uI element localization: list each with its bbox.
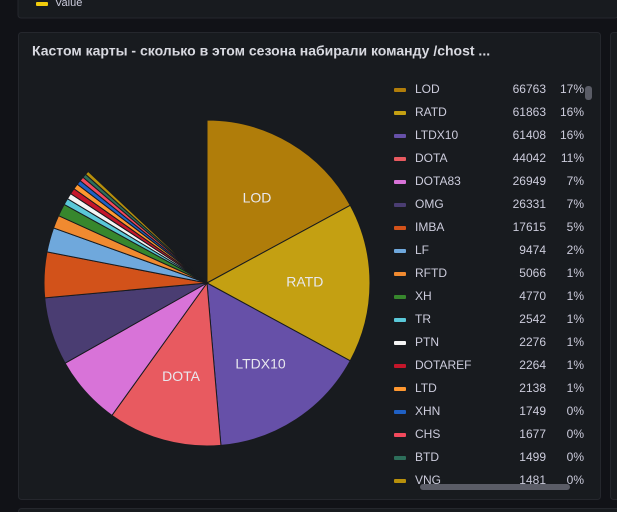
legend-swatch	[394, 134, 406, 138]
legend-label: XH	[415, 289, 432, 303]
panel-title: Кастом карты - сколько в этом сезона наб…	[32, 43, 490, 59]
legend-value: 26331	[513, 197, 547, 211]
legend-percent: 0%	[567, 404, 585, 418]
legend-swatch	[394, 341, 406, 345]
legend-value: 61408	[513, 128, 547, 142]
legend-value: 26949	[513, 174, 547, 188]
pie-slice	[206, 282, 351, 446]
legend-swatch	[394, 203, 406, 207]
pie-slice	[84, 170, 208, 284]
side-panel	[610, 32, 617, 500]
legend-label: DOTA	[415, 151, 447, 165]
legend-percent: 1%	[567, 335, 585, 349]
legend-label: BTD	[415, 450, 439, 464]
legend-swatch	[36, 2, 48, 6]
legend-label: VNG	[415, 473, 441, 487]
scrollbar-h	[420, 484, 570, 490]
legend-percent: 0%	[567, 473, 585, 487]
legend-label: DOTA83	[415, 174, 461, 188]
legend-percent: 1%	[567, 358, 585, 372]
scrollbar	[585, 86, 592, 100]
legend-swatch	[394, 111, 406, 115]
legend-percent: 0%	[567, 450, 585, 464]
legend-swatch	[394, 180, 406, 184]
slice-label: DOTA	[162, 368, 201, 384]
legend-value: 66763	[513, 82, 547, 96]
legend-percent: 1%	[567, 381, 585, 395]
legend-percent: 1%	[567, 312, 585, 326]
legend-swatch	[394, 226, 406, 230]
slice-label: RATD	[286, 274, 323, 290]
legend-swatch	[394, 364, 406, 368]
legend-label: XHN	[415, 404, 440, 418]
legend-value: 5066	[519, 266, 546, 280]
legend-label: LTD	[415, 381, 437, 395]
legend-swatch	[394, 249, 406, 253]
legend-percent: 7%	[567, 197, 585, 211]
legend-label: LTDX10	[415, 128, 458, 142]
pie-slice	[205, 204, 371, 362]
legend-label: IMBA	[415, 220, 444, 234]
legend-swatch	[394, 272, 406, 276]
legend-swatch	[394, 318, 406, 322]
legend-label: RATD	[415, 105, 447, 119]
legend-value: 1677	[519, 427, 546, 441]
legend-percent: 0%	[567, 427, 585, 441]
legend-label: RFTD	[415, 266, 447, 280]
legend-label: PTN	[415, 335, 439, 349]
legend-percent: 11%	[561, 151, 584, 165]
legend-percent: 16%	[560, 128, 584, 142]
legend-value: 2138	[519, 381, 546, 395]
legend-value: 2542	[519, 312, 546, 326]
legend-swatch	[394, 456, 406, 460]
legend-value: 9474	[519, 243, 546, 257]
legend-percent: 7%	[567, 174, 585, 188]
legend-percent: 16%	[560, 105, 584, 119]
slice-label: LOD	[243, 190, 272, 206]
legend-value: 17615	[513, 220, 547, 234]
pie-slice	[111, 281, 222, 447]
top-panel	[17, 0, 617, 19]
legend-value: 4770	[519, 289, 546, 303]
legend-swatch	[394, 387, 406, 391]
legend-label: OMG	[415, 197, 444, 211]
legend-label: LOD	[415, 82, 440, 96]
legend-value: 1749	[519, 404, 546, 418]
legend-percent: 5%	[567, 220, 585, 234]
legend-label: CHS	[415, 427, 440, 441]
legend-percent: 2%	[567, 243, 585, 257]
legend-swatch	[394, 88, 406, 92]
legend-label: Value	[55, 0, 82, 9]
legend-label: LF	[415, 243, 429, 257]
legend-swatch	[394, 157, 406, 161]
legend-swatch	[394, 410, 406, 414]
slice-label: LTDX10	[235, 356, 286, 372]
legend-swatch	[394, 479, 406, 483]
legend-percent: 1%	[567, 289, 585, 303]
legend-swatch	[394, 295, 406, 299]
pie-slice	[206, 119, 351, 284]
bottom-panel	[18, 508, 617, 512]
legend-value: 2276	[519, 335, 546, 349]
legend-value: 44042	[513, 151, 547, 165]
legend-value: 1499	[519, 450, 546, 464]
legend-value: 1481	[519, 473, 546, 487]
legend-swatch	[394, 433, 406, 437]
legend-percent: 1%	[567, 266, 585, 280]
legend-value: 2264	[519, 358, 546, 372]
legend-percent: 17%	[560, 82, 584, 96]
legend-label: DOTAREF	[415, 358, 471, 372]
legend-label: TR	[415, 312, 431, 326]
legend-value: 61863	[513, 105, 547, 119]
